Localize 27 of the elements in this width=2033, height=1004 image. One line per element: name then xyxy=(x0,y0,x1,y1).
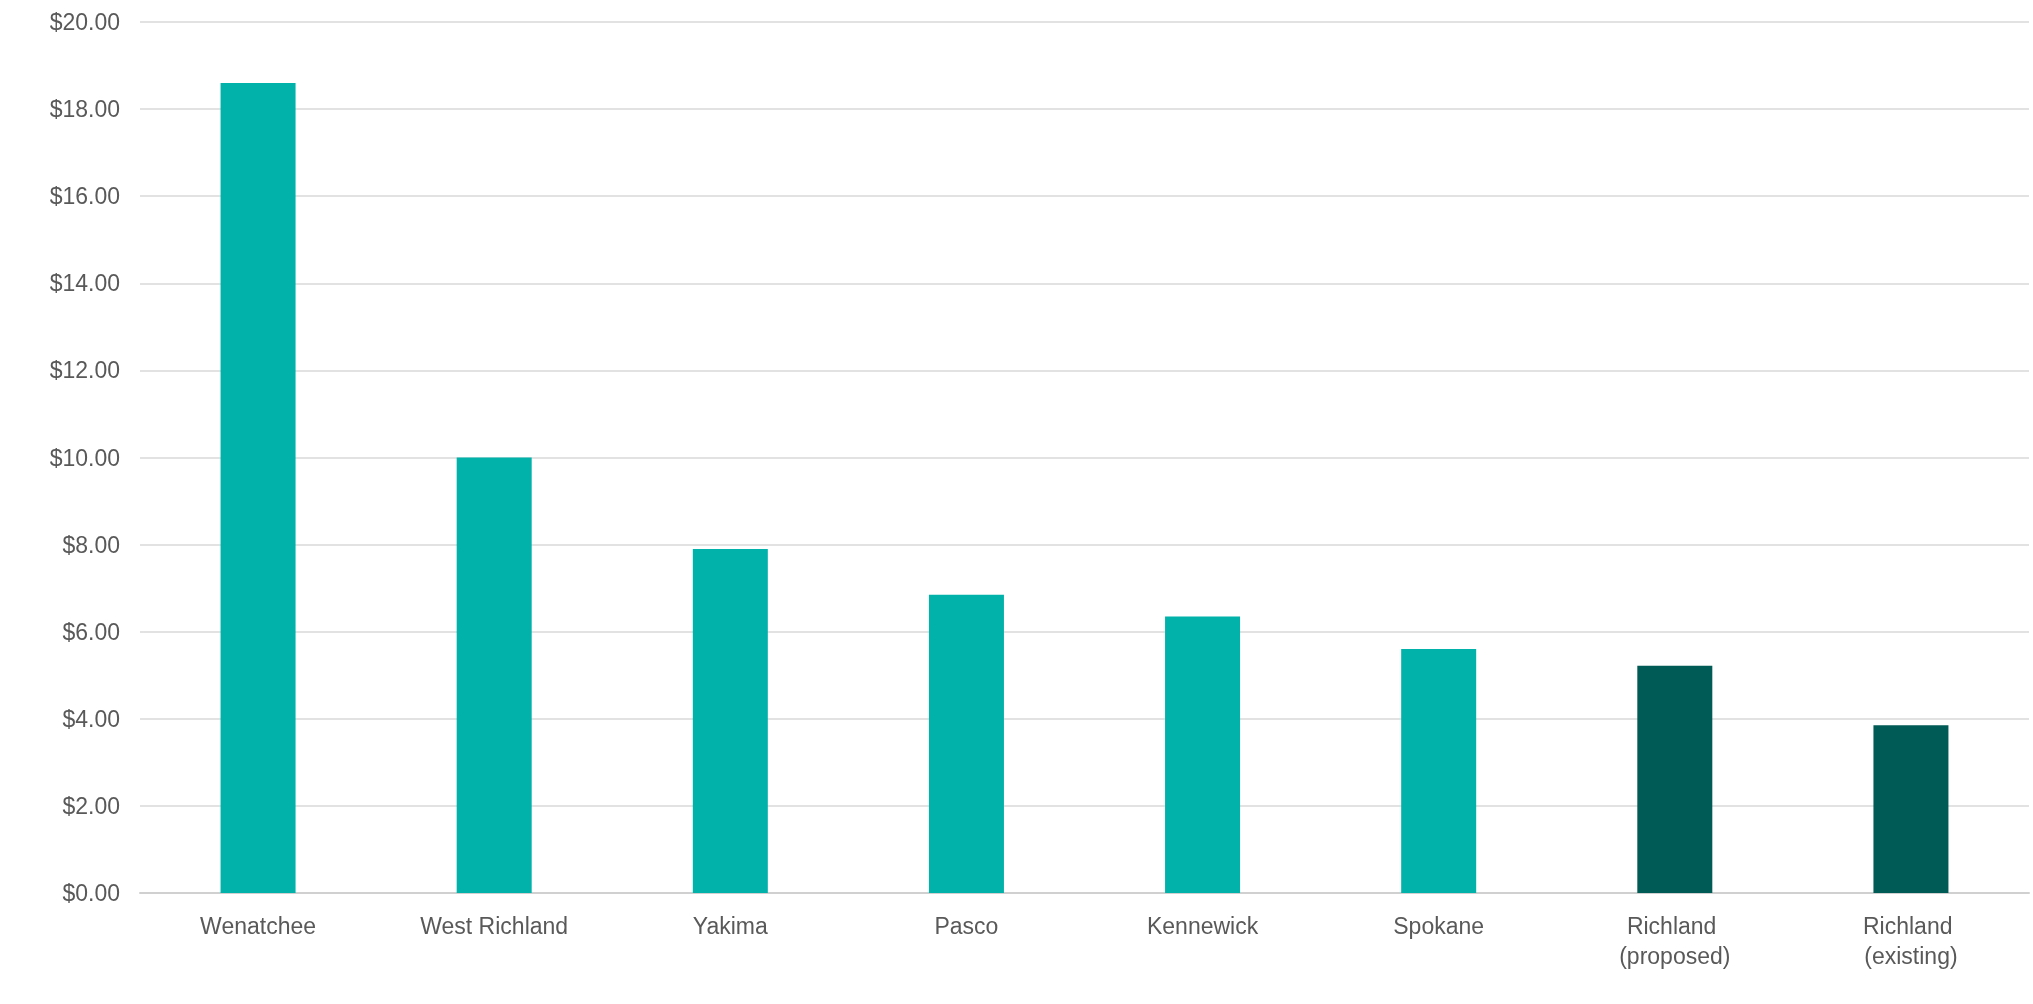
bar xyxy=(456,457,532,893)
bar xyxy=(928,594,1004,893)
y-tick-label: $6.00 xyxy=(62,618,120,645)
y-tick-label: $2.00 xyxy=(62,792,120,819)
bar xyxy=(1637,665,1713,893)
y-tick-label: $14.00 xyxy=(49,270,120,297)
x-tick-label: Richland (existing) xyxy=(1862,913,1959,969)
y-tick-label: $8.00 xyxy=(62,531,120,558)
x-tick-label: West Richland xyxy=(420,913,569,939)
y-tick-label: $18.00 xyxy=(49,96,120,123)
y-tick-label: $0.00 xyxy=(62,880,120,906)
bar xyxy=(1165,616,1241,893)
y-tick-label: $16.00 xyxy=(49,183,120,210)
y-tick-label: $4.00 xyxy=(62,705,120,732)
x-tick-label: Kennewick xyxy=(1146,913,1259,939)
y-tick-label: $12.00 xyxy=(49,357,120,384)
x-tick-label: Wenatchee xyxy=(200,913,317,939)
bar xyxy=(1873,725,1949,893)
x-tick-label: Richland (proposed) xyxy=(1619,913,1731,969)
bar xyxy=(220,82,296,893)
x-tick-label: Yakima xyxy=(692,913,769,939)
bar xyxy=(692,548,768,893)
x-tick-label: Pasco xyxy=(934,913,999,939)
x-tick-label: Spokane xyxy=(1393,913,1485,939)
y-tick-label: $20.00 xyxy=(49,9,120,35)
bar xyxy=(1401,649,1477,893)
y-tick-label: $10.00 xyxy=(49,444,120,471)
